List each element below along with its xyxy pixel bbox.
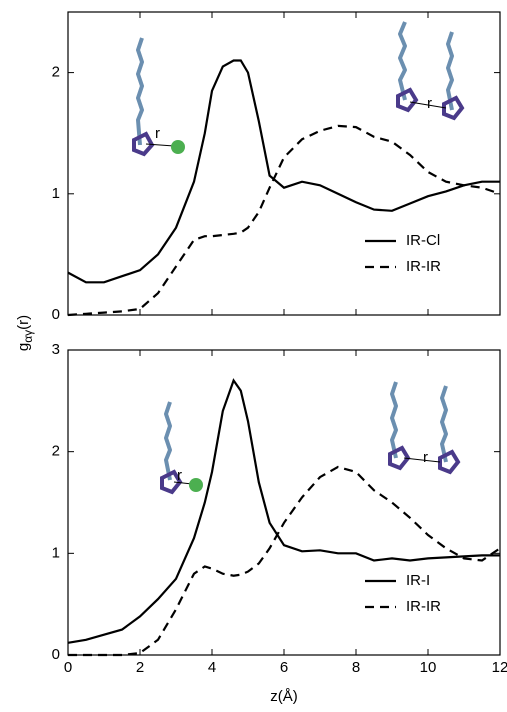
y-tick-label: 0 — [52, 306, 60, 323]
arrow — [403, 457, 441, 463]
ion — [171, 140, 185, 154]
x-tick-label: 2 — [136, 659, 144, 676]
molecule — [164, 401, 172, 481]
molecule — [440, 385, 448, 463]
arrow — [173, 481, 193, 485]
y-axis-label-main: g — [15, 343, 32, 351]
arrow — [409, 101, 447, 109]
molecule — [390, 381, 398, 459]
molecule — [398, 21, 407, 101]
molecule — [446, 31, 454, 111]
legend-label: IR-IR — [406, 598, 441, 615]
ion — [189, 478, 203, 492]
x-tick-label: 0 — [64, 659, 72, 676]
molecule-ring — [442, 95, 465, 121]
legend-label: IR-I — [406, 572, 430, 589]
arrow — [145, 143, 175, 147]
x-tick-label: 4 — [208, 659, 216, 676]
annotation: r — [427, 95, 432, 112]
y-tick-label: 2 — [52, 443, 60, 460]
legend-label: IR-Cl — [406, 232, 440, 249]
molecule-ring — [160, 469, 183, 495]
y-tick-label: 1 — [52, 544, 60, 561]
y-tick-label: 3 — [52, 341, 60, 358]
annotation: r — [177, 467, 182, 484]
line-series — [67, 59, 500, 284]
legend-label: IR-IR — [406, 258, 441, 275]
y-axis-label: gαγ(r) — [15, 315, 35, 351]
molecule-ring — [396, 87, 419, 113]
annotation: r — [423, 449, 428, 466]
annotation: r — [155, 125, 160, 142]
y-axis-label-suffix: (r) — [15, 315, 32, 330]
molecule-ring — [132, 131, 155, 157]
molecule-icons — [132, 21, 465, 495]
line-series — [67, 124, 501, 317]
x-tick-label: 6 — [280, 659, 288, 676]
line-series — [68, 465, 501, 657]
y-tick-label: 0 — [52, 646, 60, 663]
x-axis-label: z(Å) — [270, 688, 298, 705]
x-tick-label: 10 — [420, 659, 437, 676]
x-tick-label: 12 — [492, 659, 507, 676]
y-tick-label: 1 — [52, 185, 60, 202]
y-tick-label: 2 — [52, 64, 60, 81]
x-tick-label: 8 — [352, 659, 360, 676]
molecule-ring — [438, 449, 461, 475]
line-series — [67, 378, 500, 644]
molecule-ring — [388, 445, 411, 471]
molecule — [136, 37, 144, 146]
y-axis-label-sub: αγ — [21, 330, 35, 343]
